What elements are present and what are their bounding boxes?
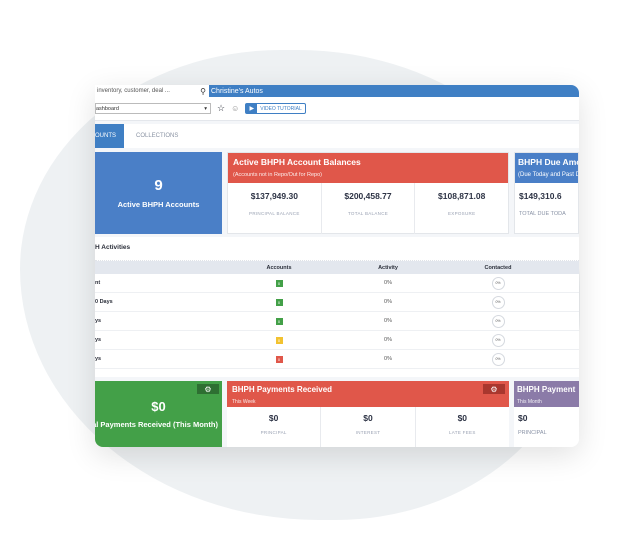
payments-week-subtitle: This Week bbox=[232, 399, 256, 405]
col-accounts: Accounts bbox=[266, 264, 292, 271]
accounts-badge[interactable]: 0 bbox=[275, 317, 283, 325]
accounts-badge[interactable]: 0 bbox=[275, 279, 283, 287]
total-payments-label: otal Payments Received (This Month) bbox=[95, 420, 218, 429]
total-due-today: $149,310.6 TOTAL DUE TODA bbox=[519, 191, 566, 217]
star-icon[interactable]: ☆ bbox=[217, 103, 226, 113]
accounts-badge[interactable]: 0 bbox=[275, 298, 283, 306]
due-card: BHPH Due Amo (Due Today and Past D $149,3… bbox=[514, 152, 579, 234]
search-input[interactable]: inventory, customer, deal ... ⚲ bbox=[95, 85, 209, 97]
table-row[interactable]: nt 0 0% 0% bbox=[95, 274, 579, 293]
accounts-badge[interactable]: 0 bbox=[275, 336, 283, 344]
row-label: ys bbox=[95, 337, 102, 343]
due-title: BHPH Due Amo bbox=[518, 157, 579, 167]
activity-value: 0% bbox=[384, 337, 392, 343]
active-accounts-card[interactable]: 9 Active BHPH Accounts bbox=[95, 152, 222, 234]
payments-week-card: ⚙ BHPH Payments Received This Week $0 PRINC… bbox=[227, 381, 509, 447]
balances-subtitle: (Accounts not in Repo/Out for Repo) bbox=[233, 172, 322, 178]
table-row[interactable]: ys 0 0% 0% bbox=[95, 331, 579, 350]
accounts-badge[interactable]: 0 bbox=[275, 355, 283, 363]
table-row[interactable]: ys 0 0% 0% bbox=[95, 350, 579, 369]
tab-collections[interactable]: COLLECTIONS bbox=[136, 133, 179, 139]
tabs: OUNTS COLLECTIONS bbox=[95, 124, 579, 148]
payments-month-title: BHPH Payment bbox=[517, 385, 576, 394]
active-accounts-count: 9 bbox=[154, 177, 163, 194]
table-row[interactable]: ys 0 0% 0% bbox=[95, 312, 579, 331]
gear-icon[interactable]: ⚙ bbox=[483, 384, 505, 394]
contacted-ring: 0% bbox=[491, 276, 505, 290]
col-activity: Activity bbox=[378, 264, 398, 271]
video-tutorial-label: VIDEO TUTORIAL bbox=[260, 105, 302, 112]
top-bar: inventory, customer, deal ... ⚲ Christine… bbox=[95, 85, 579, 97]
user-icon[interactable]: ☺ bbox=[231, 104, 240, 113]
contacted-ring: 0% bbox=[491, 314, 505, 328]
payments-month-subtitle: This Month bbox=[517, 399, 542, 405]
balances-card: Active BHPH Account Balances (Accounts no… bbox=[227, 152, 509, 234]
toolbar: ashboard ▾ ☆ ☺ ▶ VIDEO TUTORIAL bbox=[95, 97, 579, 121]
exposure: $108,871.08 EXPOSURE bbox=[438, 191, 486, 216]
app-window: inventory, customer, deal ... ⚲ Christine… bbox=[95, 85, 579, 447]
dashboard-select[interactable]: ashboard ▾ bbox=[95, 103, 211, 114]
total-payments-card: ⚙ $0 otal Payments Received (This Month) bbox=[95, 381, 222, 447]
interest: $0 INTEREST bbox=[321, 407, 416, 447]
row-label: ys bbox=[95, 318, 102, 324]
contacted-ring: 0% bbox=[491, 333, 505, 347]
play-icon: ▶ bbox=[246, 104, 258, 113]
principal: $0 PRINCIPAL bbox=[227, 407, 322, 447]
late-fees: $0 LATE FEES bbox=[449, 413, 476, 435]
payments-month-card: BHPH Payment This Month $0 PRINCIPAL bbox=[514, 381, 579, 447]
chevron-down-icon: ▾ bbox=[204, 105, 207, 112]
row-label: 0 Days bbox=[95, 299, 113, 305]
dashboard-select-value: ashboard bbox=[96, 105, 119, 112]
search-placeholder: inventory, customer, deal ... bbox=[97, 88, 170, 94]
balances-title: Active BHPH Account Balances bbox=[233, 157, 361, 167]
activity-value: 0% bbox=[384, 280, 392, 286]
principal-balance: $137,949.30 PRINCIPAL BALANCE bbox=[228, 183, 322, 234]
row-label: ys bbox=[95, 356, 102, 362]
contacted-ring: 0% bbox=[491, 295, 505, 309]
col-contacted: Contacted bbox=[484, 264, 512, 271]
dealer-name[interactable]: Christine's Autos bbox=[211, 87, 263, 95]
gear-icon[interactable]: ⚙ bbox=[197, 384, 219, 394]
video-tutorial-button[interactable]: ▶ VIDEO TUTORIAL bbox=[245, 103, 306, 114]
table-header: Accounts Activity Contacted bbox=[95, 261, 579, 274]
contacted-ring: 0% bbox=[491, 352, 505, 366]
activity-value: 0% bbox=[384, 318, 392, 324]
month-principal: $0 PRINCIPAL bbox=[518, 413, 547, 436]
total-payments-value: $0 bbox=[151, 399, 166, 414]
total-balance: $200,458.77 TOTAL BALANCE bbox=[322, 183, 416, 234]
table-row[interactable]: 0 Days 0 0% 0% bbox=[95, 293, 579, 312]
activity-value: 0% bbox=[384, 356, 392, 362]
activity-value: 0% bbox=[384, 299, 392, 305]
row-label: nt bbox=[95, 280, 101, 286]
active-accounts-label: Active BHPH Accounts bbox=[117, 200, 200, 209]
search-icon[interactable]: ⚲ bbox=[200, 86, 206, 96]
activities-title: H Activities bbox=[95, 237, 579, 261]
due-subtitle: (Due Today and Past D bbox=[518, 172, 579, 178]
payments-week-title: BHPH Payments Received bbox=[232, 385, 333, 394]
tab-accounts[interactable]: OUNTS bbox=[95, 124, 124, 148]
activities-panel: H Activities Accounts Activity Contacted n… bbox=[95, 237, 579, 377]
